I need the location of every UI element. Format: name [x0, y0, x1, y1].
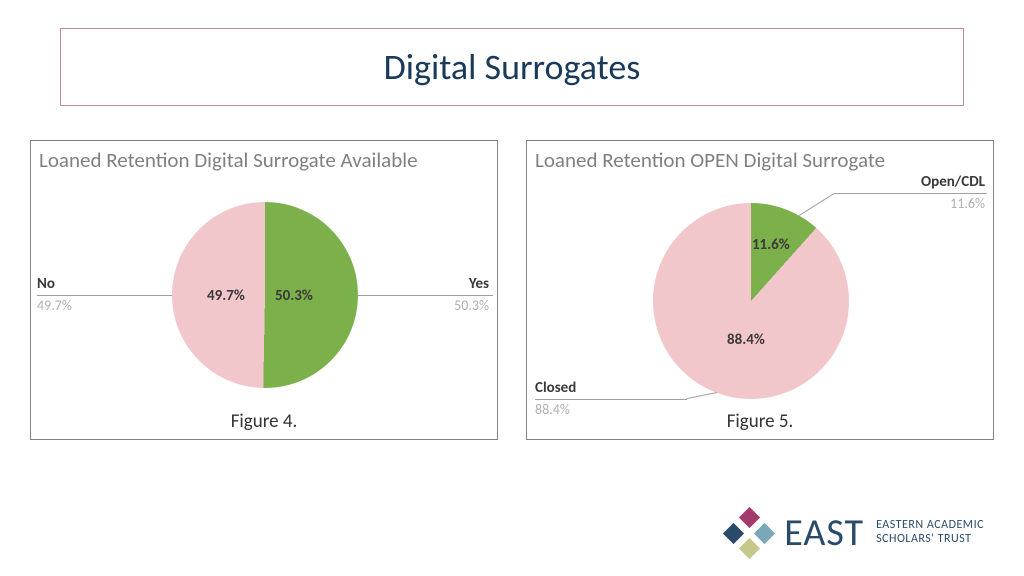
page-title: Digital Surrogates [384, 45, 641, 89]
logo-square-top [739, 507, 760, 528]
logo-subtitle: EASTERN ACADEMIC SCHOLARS' TRUST [876, 519, 984, 547]
east-logo: EAST EASTERN ACADEMIC SCHOLARS' TRUST [726, 510, 984, 556]
leader-line-yes [358, 295, 493, 296]
leader-line-open-1 [799, 193, 835, 216]
leader-line-open-2 [834, 193, 987, 194]
slice-label-closed: 88.4% [727, 331, 765, 349]
title-box: Digital Surrogates [60, 28, 964, 106]
leader-line-no [37, 295, 172, 296]
logo-wordmark: EAST [784, 514, 864, 552]
logo-square-bottom [739, 538, 760, 559]
logo-square-right [754, 522, 775, 543]
slice-label-yes: 50.3% [275, 287, 313, 305]
pie-area-left: 50.3% 49.7% No 49.7% Yes 50.3% [31, 175, 497, 405]
leader-name-closed: Closed [535, 379, 576, 397]
chart-panel-figure4: Loaned Retention Digital Surrogate Avail… [30, 140, 498, 440]
leader-pct-yes: 50.3% [454, 297, 489, 314]
logo-sub-line1: EASTERN ACADEMIC [876, 519, 984, 533]
figure-caption-4: Figure 4. [31, 410, 497, 433]
chart-title-left: Loaned Retention Digital Surrogate Avail… [31, 141, 497, 175]
leader-pct-open: 11.6% [950, 195, 985, 212]
pie-chart-right [653, 203, 849, 399]
leader-line-closed-2 [535, 399, 687, 400]
pie-chart-left [172, 202, 358, 388]
chart-title-right: Loaned Retention OPEN Digital Surrogate [527, 141, 993, 175]
slice-label-no: 49.7% [207, 287, 245, 305]
pie-area-right: 11.6% 88.4% Open/CDL 11.6% Closed 88.4% [527, 175, 993, 405]
figure-caption-5: Figure 5. [527, 410, 993, 433]
logo-square-left [723, 522, 744, 543]
logo-sub-line2: SCHOLARS' TRUST [876, 533, 984, 547]
leader-name-no: No [37, 275, 55, 293]
leader-name-open: Open/CDL [921, 173, 985, 191]
chart-panel-figure5: Loaned Retention OPEN Digital Surrogate … [526, 140, 994, 440]
leader-name-yes: Yes [469, 275, 489, 293]
leader-pct-no: 49.7% [37, 297, 72, 314]
leader-line-closed-1 [687, 392, 717, 399]
slice-label-open: 11.6% [752, 236, 790, 254]
logo-mark-icon [726, 510, 772, 556]
